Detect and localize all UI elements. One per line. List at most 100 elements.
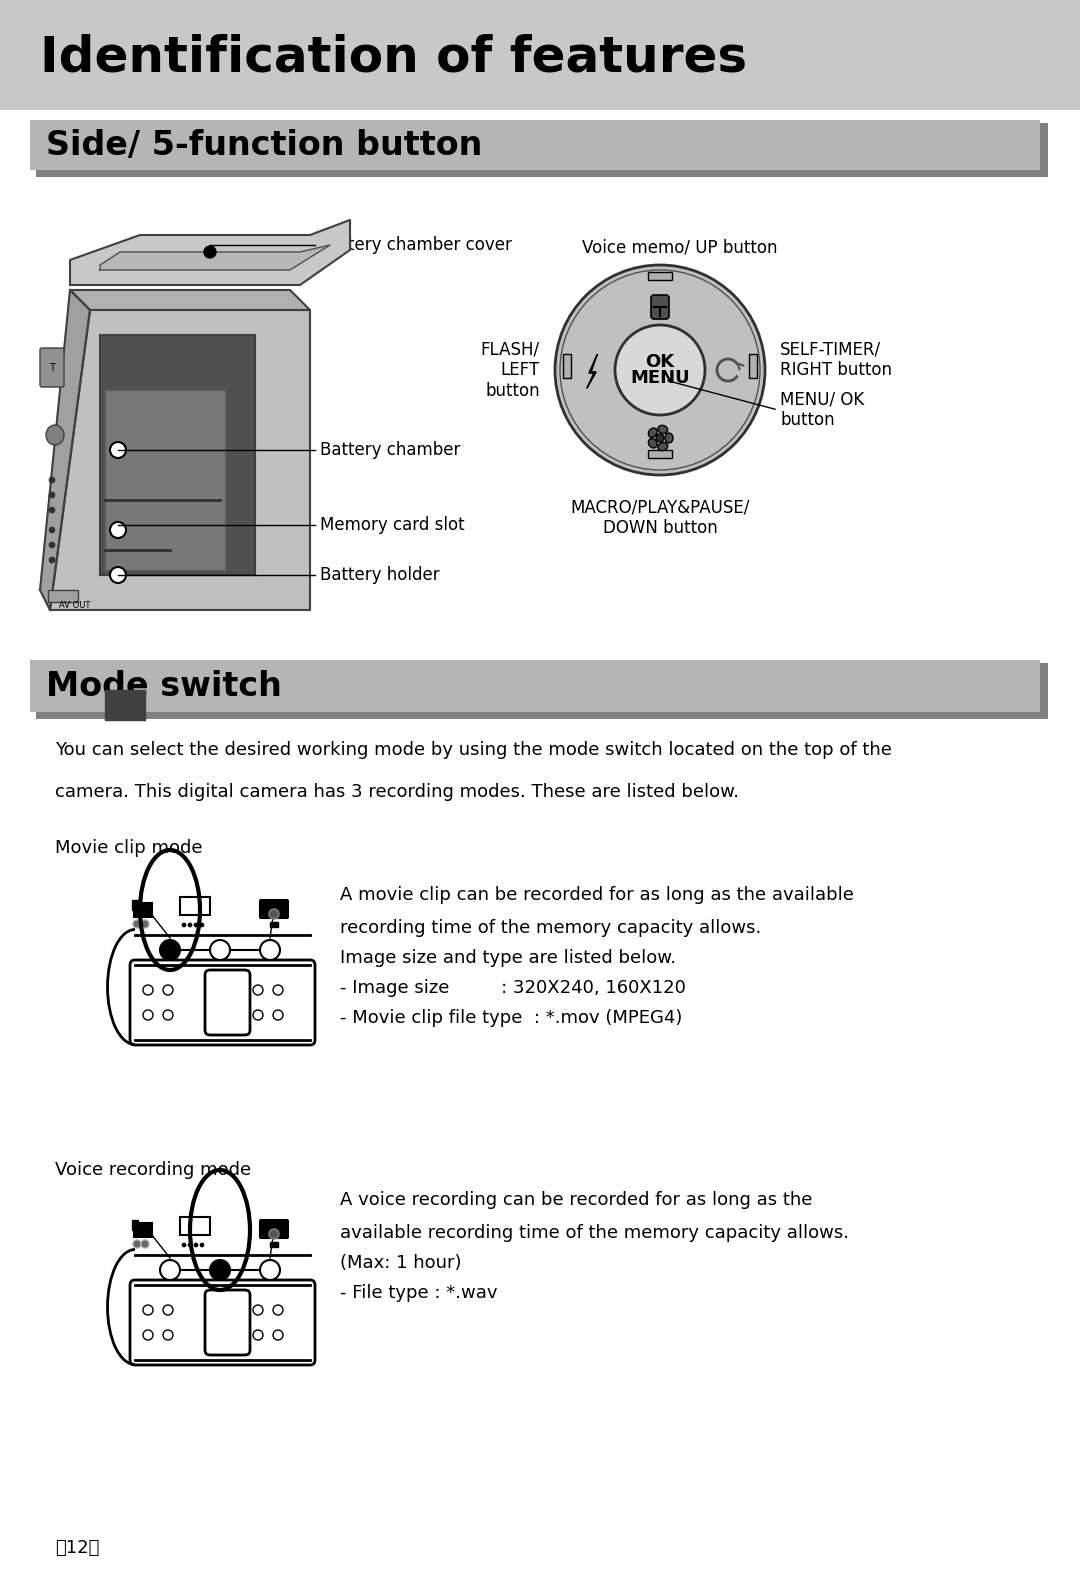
Text: - Movie clip file type  : *.mov (MPEG4): - Movie clip file type : *.mov (MPEG4) <box>340 1009 683 1027</box>
Circle shape <box>194 923 198 927</box>
Text: MENU: MENU <box>631 369 690 386</box>
FancyBboxPatch shape <box>40 349 64 386</box>
Bar <box>30 120 1040 170</box>
Polygon shape <box>50 311 310 610</box>
Ellipse shape <box>648 438 657 448</box>
Text: Movie clip mode: Movie clip mode <box>55 839 203 856</box>
Bar <box>36 662 1048 719</box>
Circle shape <box>49 557 55 563</box>
Bar <box>563 353 571 378</box>
FancyBboxPatch shape <box>260 900 288 918</box>
Circle shape <box>253 986 264 995</box>
Circle shape <box>163 986 173 995</box>
Circle shape <box>194 1243 198 1247</box>
Ellipse shape <box>46 424 64 445</box>
Text: 〒12〉: 〒12〉 <box>55 1539 99 1556</box>
Circle shape <box>253 1329 264 1340</box>
Text: A movie clip can be recorded for as long as the available: A movie clip can be recorded for as long… <box>340 886 854 904</box>
Bar <box>134 904 152 916</box>
Bar <box>132 900 138 910</box>
Text: MENU/ OK
button: MENU/ OK button <box>780 391 864 429</box>
Bar <box>270 1243 278 1247</box>
Bar <box>132 1221 138 1230</box>
Circle shape <box>49 476 55 483</box>
FancyBboxPatch shape <box>130 960 315 1046</box>
Bar <box>30 661 1040 711</box>
Circle shape <box>273 1306 283 1315</box>
Ellipse shape <box>658 426 667 434</box>
Circle shape <box>204 246 216 259</box>
Circle shape <box>143 986 153 995</box>
Circle shape <box>110 522 126 538</box>
Text: Memory card slot: Memory card slot <box>320 516 464 535</box>
Bar <box>180 897 210 915</box>
Bar <box>750 353 757 378</box>
Bar <box>48 590 78 602</box>
Text: Battery chamber: Battery chamber <box>320 442 460 459</box>
Text: Battery chamber cover: Battery chamber cover <box>320 237 512 254</box>
Text: MACRO/PLAY&PAUSE/
DOWN button: MACRO/PLAY&PAUSE/ DOWN button <box>570 498 750 536</box>
Text: SELF-TIMER/
RIGHT button: SELF-TIMER/ RIGHT button <box>780 341 892 380</box>
Text: Voice memo/ UP button: Voice memo/ UP button <box>582 240 778 257</box>
Bar <box>105 390 225 569</box>
Circle shape <box>160 1260 180 1281</box>
Text: available recording time of the memory capacity allows.: available recording time of the memory c… <box>340 1224 849 1243</box>
Circle shape <box>200 923 204 927</box>
Circle shape <box>183 923 186 927</box>
FancyBboxPatch shape <box>205 970 249 1035</box>
Text: camera. This digital camera has 3 recording modes. These are listed below.: camera. This digital camera has 3 record… <box>55 784 739 801</box>
Circle shape <box>163 1306 173 1315</box>
Circle shape <box>269 908 279 919</box>
Text: You can select the desired working mode by using the mode switch located on the : You can select the desired working mode … <box>55 741 892 759</box>
Polygon shape <box>70 221 350 285</box>
FancyBboxPatch shape <box>260 1221 288 1238</box>
Circle shape <box>188 1243 192 1247</box>
Text: FLASH/
LEFT
button: FLASH/ LEFT button <box>481 341 540 401</box>
Circle shape <box>160 940 180 960</box>
Circle shape <box>260 940 280 960</box>
Bar <box>105 691 145 721</box>
Text: recording time of the memory capacity allows.: recording time of the memory capacity al… <box>340 919 761 937</box>
Bar <box>100 334 255 576</box>
Bar <box>0 0 1080 110</box>
FancyBboxPatch shape <box>130 1281 315 1366</box>
Ellipse shape <box>648 427 657 437</box>
Circle shape <box>163 1329 173 1340</box>
Bar <box>648 449 672 457</box>
Text: Mode switch: Mode switch <box>46 670 282 702</box>
Circle shape <box>253 1306 264 1315</box>
Text: - Image size         : 320X240, 160X120: - Image size : 320X240, 160X120 <box>340 979 686 997</box>
Polygon shape <box>100 244 330 270</box>
Text: Image size and type are listed below.: Image size and type are listed below. <box>340 949 676 967</box>
Text: - File type : *.wav: - File type : *.wav <box>340 1284 498 1303</box>
Polygon shape <box>70 290 310 311</box>
Circle shape <box>141 1240 149 1247</box>
Circle shape <box>110 442 126 457</box>
Text: A voice recording can be recorded for as long as the: A voice recording can be recorded for as… <box>340 1191 812 1210</box>
FancyBboxPatch shape <box>205 1290 249 1355</box>
Circle shape <box>49 542 55 547</box>
Circle shape <box>656 434 664 442</box>
Text: AV OUT: AV OUT <box>59 601 91 609</box>
Text: Battery holder: Battery holder <box>320 566 440 583</box>
Circle shape <box>273 986 283 995</box>
Bar <box>134 1224 152 1236</box>
FancyBboxPatch shape <box>651 295 669 319</box>
Text: Voice recording mode: Voice recording mode <box>55 1161 252 1180</box>
Text: Identification of features: Identification of features <box>40 35 747 82</box>
Circle shape <box>615 325 705 415</box>
Circle shape <box>555 265 765 475</box>
Text: T: T <box>49 363 55 374</box>
Circle shape <box>269 1228 279 1240</box>
Circle shape <box>110 568 126 583</box>
Circle shape <box>133 1240 141 1247</box>
Ellipse shape <box>658 443 667 451</box>
Circle shape <box>163 1009 173 1020</box>
Polygon shape <box>588 355 597 388</box>
Circle shape <box>210 940 230 960</box>
Circle shape <box>143 1306 153 1315</box>
Circle shape <box>49 527 55 533</box>
Circle shape <box>260 1260 280 1281</box>
Circle shape <box>133 919 141 927</box>
Bar <box>270 923 278 927</box>
